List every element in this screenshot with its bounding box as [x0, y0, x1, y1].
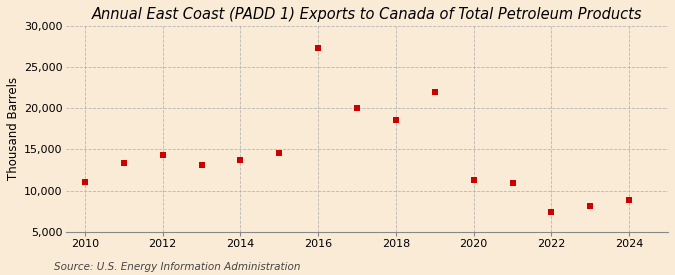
- Point: [507, 181, 518, 185]
- Point: [429, 90, 440, 94]
- Text: Source: U.S. Energy Information Administration: Source: U.S. Energy Information Administ…: [54, 262, 300, 272]
- Point: [118, 161, 129, 166]
- Point: [391, 118, 402, 122]
- Point: [80, 180, 90, 185]
- Point: [624, 197, 634, 202]
- Point: [468, 178, 479, 182]
- Point: [585, 204, 596, 208]
- Y-axis label: Thousand Barrels: Thousand Barrels: [7, 77, 20, 180]
- Point: [235, 158, 246, 162]
- Point: [352, 106, 362, 111]
- Point: [546, 210, 557, 214]
- Point: [196, 163, 207, 167]
- Point: [157, 153, 168, 158]
- Title: Annual East Coast (PADD 1) Exports to Canada of Total Petroleum Products: Annual East Coast (PADD 1) Exports to Ca…: [92, 7, 642, 22]
- Point: [313, 46, 323, 50]
- Point: [274, 151, 285, 155]
